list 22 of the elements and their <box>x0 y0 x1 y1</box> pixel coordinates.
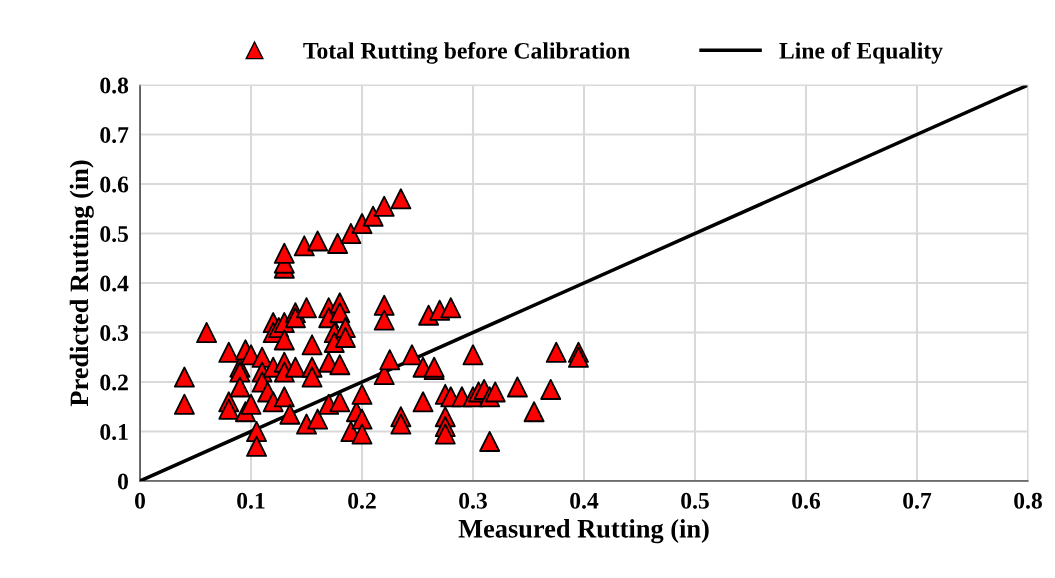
x-tick-label: 0.4 <box>570 492 599 509</box>
y-tick-label: 0.4 <box>100 275 129 292</box>
x-tick-label: 0.3 <box>459 492 487 509</box>
x-tick-label: 0.5 <box>681 492 709 509</box>
x-tick-label: 0.8 <box>1014 492 1042 509</box>
y-tick-label: 0.6 <box>100 176 129 193</box>
x-tick-label: 0.1 <box>237 492 265 509</box>
legend-label: Line of Equality <box>779 41 943 64</box>
y-tick-label: 0.5 <box>100 225 129 243</box>
x-tick-label: 0.2 <box>348 492 376 509</box>
legend-label: Total Rutting before Calibration <box>303 41 630 64</box>
x-axis-title: Measured Rutting (in) <box>458 519 709 544</box>
y-tick-label: 0.2 <box>100 374 128 391</box>
x-tick-label: 0 <box>135 492 145 509</box>
y-tick-label: 0.8 <box>100 77 129 94</box>
y-tick-label: 0.7 <box>100 126 129 144</box>
y-tick-label: 0.3 <box>100 324 129 342</box>
y-tick-label: 0.1 <box>100 423 128 441</box>
x-tick-label: 0.7 <box>903 492 932 509</box>
x-tick-label: 0.6 <box>792 492 821 509</box>
y-tick-label: 0 <box>117 473 128 490</box>
y-axis-title: Predicted Rutting (in) <box>69 160 94 407</box>
